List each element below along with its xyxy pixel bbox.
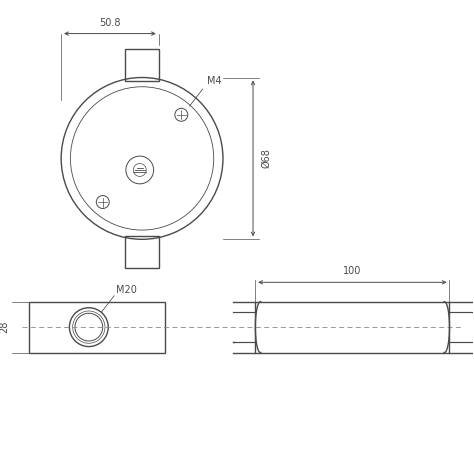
Bar (29, 302, 165, 353)
Text: 28: 28 (0, 321, 9, 333)
Bar (126, 49, 159, 81)
Text: M20: M20 (116, 285, 137, 295)
Bar (255, 302, 449, 353)
Text: Ø68: Ø68 (261, 148, 271, 168)
Text: 100: 100 (343, 266, 362, 276)
Text: 50.8: 50.8 (99, 18, 121, 27)
Text: M4: M4 (207, 76, 221, 86)
Bar (126, 236, 159, 268)
